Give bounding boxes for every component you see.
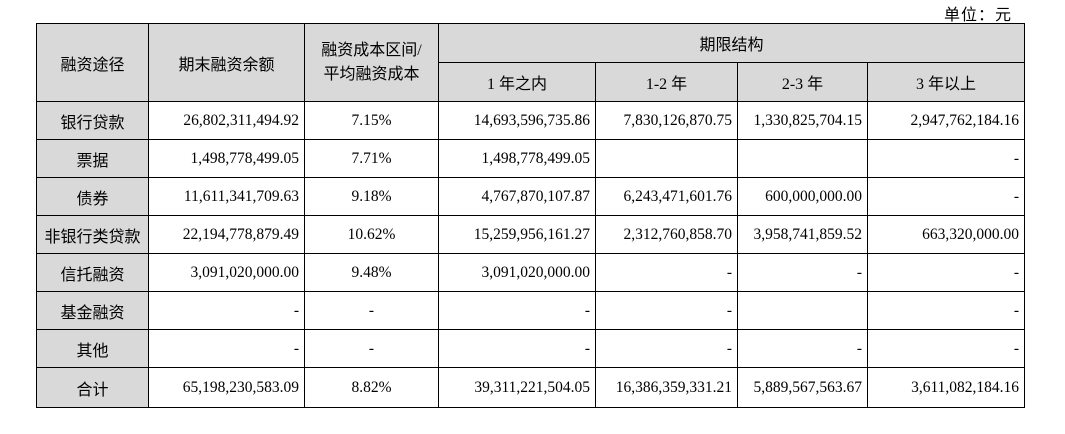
cell-within-1y: 14,693,596,735.86: [438, 101, 596, 140]
cell-over-3y: -: [866, 177, 1026, 216]
cell-over-3y: -: [866, 253, 1026, 292]
table-row-other: 其他 - - - - - -: [36, 329, 1026, 368]
table-body: 银行贷款 26,802,311,494.92 7.15% 14,693,596,…: [36, 101, 1026, 408]
header-2-3-years: 2-3 年: [737, 62, 868, 102]
row-label: 其他: [36, 329, 149, 368]
table-row-non-bank-loans: 非银行类贷款 22,194,778,879.49 10.62% 15,259,9…: [36, 215, 1026, 254]
header-within-1-year: 1 年之内: [438, 62, 596, 102]
cell-2-3y: -: [737, 329, 868, 368]
cell-1-2y: -: [595, 329, 738, 368]
row-label: 非银行类贷款: [36, 215, 149, 254]
cell-over-3y: -: [866, 329, 1026, 368]
cell-2-3y: [737, 291, 868, 330]
cell-1-2y: 16,386,359,331.21: [595, 367, 738, 408]
cell-balance: 22,194,778,879.49: [148, 215, 305, 254]
cell-1-2y: -: [595, 253, 738, 292]
header-financing-channel: 融资途径: [36, 23, 149, 102]
cell-within-1y: 15,259,956,161.27: [438, 215, 596, 254]
cell-cost: 7.15%: [304, 101, 439, 140]
header-cost-line2: 平均融资成本: [323, 65, 420, 83]
table-row-fund-financing: 基金融资 - - - - -: [36, 291, 1026, 330]
cell-balance: 3,091,020,000.00: [148, 253, 305, 292]
cell-within-1y: -: [438, 291, 596, 330]
cell-balance: 1,498,778,499.05: [148, 139, 305, 178]
unit-label: 单位：元: [943, 7, 1012, 24]
cell-1-2y: 6,243,471,601.76: [595, 177, 738, 216]
cell-cost: -: [304, 291, 439, 330]
cell-over-3y: 2,947,762,184.16: [866, 101, 1026, 140]
row-label: 银行贷款: [36, 101, 149, 140]
cell-2-3y: 5,889,567,563.67: [737, 367, 868, 408]
header-row-1: 融资途径 期末融资余额 融资成本区间/ 平均融资成本 期限结构: [36, 23, 1026, 102]
cell-over-3y: 663,320,000.00: [866, 215, 1026, 254]
header-ending-balance: 期末融资余额: [148, 23, 305, 102]
header-1-2-years: 1-2 年: [595, 62, 738, 102]
cell-balance: 11,611,341,709.63: [148, 177, 305, 216]
table-row-bonds: 债券 11,611,341,709.63 9.18% 4,767,870,107…: [36, 177, 1026, 216]
table-row-total: 合计 65,198,230,583.09 8.82% 39,311,221,50…: [36, 367, 1026, 408]
cell-2-3y: 1,330,825,704.15: [737, 101, 868, 140]
cell-over-3y: -: [866, 291, 1026, 330]
cell-cost: 9.18%: [304, 177, 439, 216]
cell-cost: -: [304, 329, 439, 368]
cell-within-1y: 1,498,778,499.05: [438, 139, 596, 178]
cell-cost: 9.48%: [304, 253, 439, 292]
row-label: 债券: [36, 177, 149, 216]
header-maturity-structure: 期限结构: [437, 23, 1026, 63]
cell-balance: -: [148, 329, 305, 368]
header-financing-cost: 融资成本区间/ 平均融资成本: [304, 23, 439, 102]
cell-within-1y: 3,091,020,000.00: [438, 253, 596, 292]
header-row-2: 1 年之内 1-2 年 2-3 年 3 年以上: [37, 62, 1026, 102]
cell-2-3y: 3,958,741,859.52: [737, 215, 868, 254]
row-label: 合计: [36, 367, 149, 408]
row-label: 基金融资: [36, 291, 149, 330]
cell-2-3y: 600,000,000.00: [737, 177, 868, 216]
cell-2-3y: -: [737, 253, 868, 292]
cell-within-1y: 4,767,870,107.87: [438, 177, 596, 216]
cell-cost: 7.71%: [304, 139, 439, 178]
cell-1-2y: -: [595, 291, 738, 330]
cell-1-2y: 7,830,126,870.75: [595, 101, 738, 140]
cell-over-3y: 3,611,082,184.16: [866, 367, 1026, 408]
table-row-notes: 票据 1,498,778,499.05 7.71% 1,498,778,499.…: [36, 139, 1026, 178]
row-label: 信托融资: [36, 253, 149, 292]
cell-cost: 8.82%: [304, 367, 439, 408]
header-over-3-years: 3 年以上: [866, 62, 1026, 102]
table-row-bank-loans: 银行贷款 26,802,311,494.92 7.15% 14,693,596,…: [36, 101, 1026, 140]
cell-within-1y: 39,311,221,504.05: [438, 367, 596, 408]
cell-cost: 10.62%: [304, 215, 439, 254]
header-cost-line1: 融资成本区间/: [321, 42, 422, 60]
cell-within-1y: -: [438, 329, 596, 368]
cell-balance: 65,198,230,583.09: [148, 367, 305, 408]
cell-balance: 26,802,311,494.92: [148, 101, 305, 140]
table-header: 融资途径 期末融资余额 融资成本区间/ 平均融资成本 期限结构 1 年之内 1-…: [36, 23, 1026, 102]
table-row-trust-financing: 信托融资 3,091,020,000.00 9.48% 3,091,020,00…: [36, 253, 1026, 292]
financing-structure-table: 融资途径 期末融资余额 融资成本区间/ 平均融资成本 期限结构 1 年之内 1-…: [36, 23, 1026, 408]
cell-balance: -: [148, 291, 305, 330]
cell-2-3y: [737, 139, 868, 178]
row-label: 票据: [36, 139, 149, 178]
cell-1-2y: 2,312,760,858.70: [595, 215, 738, 254]
cell-over-3y: -: [866, 139, 1026, 178]
cell-1-2y: [595, 139, 738, 178]
